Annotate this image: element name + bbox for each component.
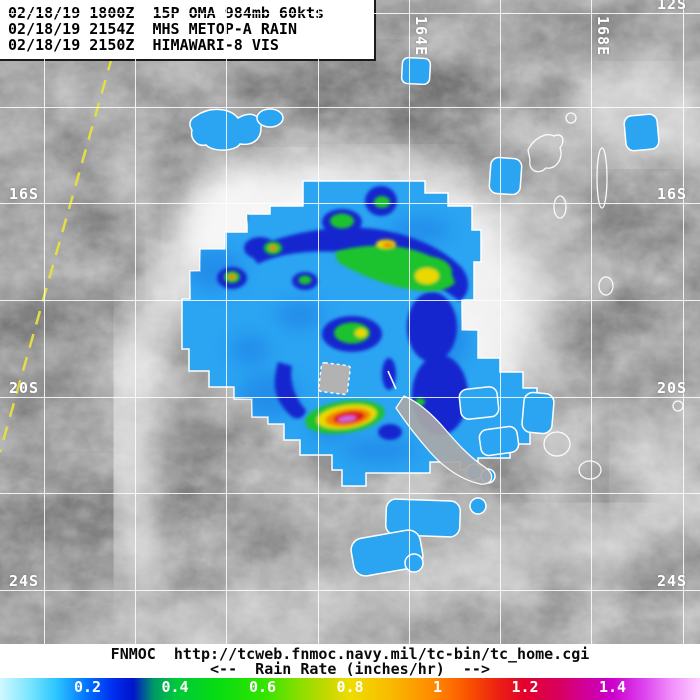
intense-rain-core — [305, 400, 385, 434]
gridline-latitude — [0, 107, 700, 108]
gridline-longitude — [226, 0, 227, 644]
colorbar-tick-label: 0.8 — [336, 678, 364, 696]
gridline-latitude — [0, 203, 700, 204]
colorbar: 0.2 0.4 0.6 0.8 1 1.2 1.4 — [0, 678, 700, 700]
gridline-latitude — [0, 590, 700, 591]
header-line-visible: 02/18/19 2150Z HIMAWARI-8 VIS — [8, 36, 279, 54]
gridline-latitude — [0, 493, 700, 494]
lat-label-right: 16S — [657, 185, 688, 203]
landmass — [396, 396, 492, 485]
lat-label-right: 20S — [657, 379, 688, 397]
map-area: 02/18/19 1800Z 15P OMA 984mb 60kts 02/18… — [0, 0, 700, 644]
lat-label-right: 24S — [657, 572, 688, 590]
footer: FNMOC http://tcweb.fnmoc.navy.mil/tc-bin… — [0, 644, 700, 700]
lat-label-left: 16S — [9, 185, 40, 203]
gridline-longitude — [409, 0, 410, 644]
lat-label-left: 24S — [9, 572, 40, 590]
rain-swath-hole — [317, 362, 351, 396]
source-url-line: FNMOC http://tcweb.fnmoc.navy.mil/tc-bin… — [110, 645, 590, 663]
lon-label: 168E — [594, 16, 612, 57]
satellite-scene — [0, 0, 700, 644]
gridline-longitude — [683, 0, 684, 644]
lat-label-right: 12S — [657, 0, 688, 13]
colorbar-tick-label: 0.2 — [73, 678, 102, 696]
gridline-latitude — [0, 13, 700, 14]
swath-edge-line — [0, 56, 114, 453]
gridline-latitude — [0, 300, 700, 301]
colorbar-tick-label: 1.4 — [598, 678, 627, 696]
colorbar-tick-label: 0.4 — [161, 678, 189, 696]
detached-rain-patches — [189, 56, 660, 577]
lon-label: 164E — [412, 16, 430, 57]
gridline-longitude — [44, 0, 45, 644]
gridline-longitude — [318, 0, 319, 644]
header-line-sensor: 02/18/19 2154Z MHS METOP-A RAIN — [8, 20, 297, 38]
lat-label-left: 20S — [9, 379, 40, 397]
coastlines — [387, 112, 684, 485]
gridline-latitude — [0, 397, 700, 398]
rain-overlay — [181, 56, 660, 577]
colorbar-tick-label: 1.2 — [511, 678, 539, 696]
header-info-box: 02/18/19 1800Z 15P OMA 984mb 60kts 02/18… — [0, 0, 376, 61]
gridline-longitude — [500, 0, 501, 644]
colorbar-caption: <-- Rain Rate (inches/hr) --> — [210, 660, 490, 678]
colorbar-tick-label: 0.6 — [248, 678, 277, 696]
moderate-rain-cells — [224, 196, 455, 406]
gridline-longitude — [135, 0, 136, 644]
gridline-longitude — [591, 0, 592, 644]
colorbar-tick-label: 1 — [432, 678, 443, 696]
